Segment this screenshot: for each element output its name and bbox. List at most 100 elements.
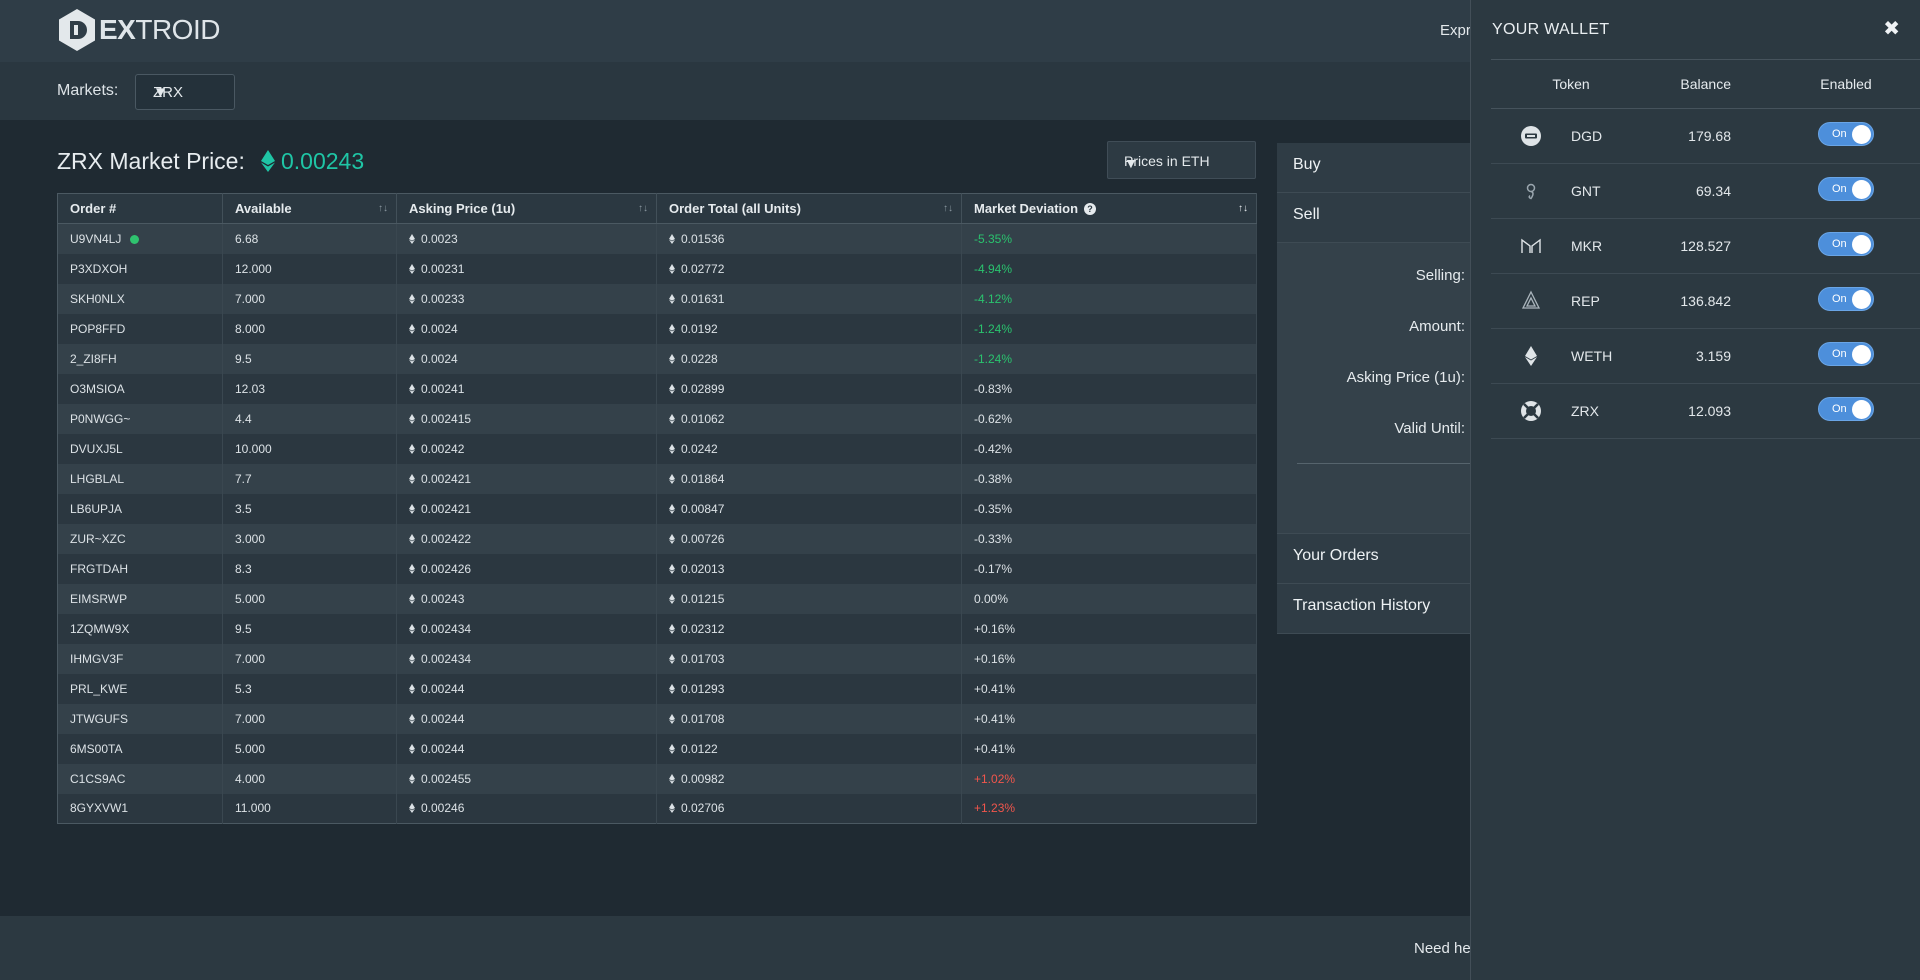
token-balance: 69.34 (1651, 163, 1731, 219)
order-total: 0.02706 (656, 793, 962, 824)
order-asking-price: 0.00243 (396, 583, 657, 614)
sort-icon[interactable]: ↑↓ (378, 203, 388, 214)
form-divider (1297, 463, 1470, 464)
token-enabled-cell: On (1731, 108, 1920, 164)
sort-icon[interactable]: ↑↓ (638, 203, 648, 214)
rep-icon (1521, 290, 1541, 309)
order-deviation: +0.41% (961, 673, 1257, 704)
eth-icon (669, 263, 675, 274)
order-deviation: -5.35% (961, 223, 1257, 254)
nav-link-explore[interactable]: Expr (1440, 22, 1471, 39)
order-id: C1CS9AC (57, 763, 223, 794)
token-enabled-toggle[interactable]: On (1818, 122, 1874, 146)
table-row[interactable]: FRGTDAH 8.3 0.002426 0.02013 -0.17% (57, 553, 1257, 584)
table-row[interactable]: C1CS9AC 4.000 0.002455 0.00982 +1.02% (57, 763, 1257, 794)
order-total: 0.00847 (656, 493, 962, 524)
sell-accordion[interactable]: Sell (1277, 193, 1470, 243)
token-balance: 179.68 (1651, 108, 1731, 164)
order-total: 0.01631 (656, 283, 962, 314)
order-id: O3MSIOA (57, 373, 223, 404)
order-id: PRL_KWE (57, 673, 223, 704)
buy-accordion[interactable]: Buy (1277, 143, 1470, 193)
help-icon[interactable]: ? (1084, 203, 1097, 215)
table-row[interactable]: DVUXJ5L 10.000 0.00242 0.0242 -0.42% (57, 433, 1257, 464)
market-price-value: 0.00243 (281, 148, 365, 174)
caret-down-icon: ▼ (1124, 155, 1138, 171)
order-total: 0.02772 (656, 253, 962, 284)
col-asking-price[interactable]: Asking Price (1u) ↑↓ (396, 193, 657, 224)
table-row[interactable]: 1ZQMW9X 9.5 0.002434 0.02312 +0.16% (57, 613, 1257, 644)
close-icon[interactable]: ✖ (1883, 18, 1900, 40)
table-row[interactable]: 8GYXVW1 11.000 0.00246 0.02706 +1.23% (57, 793, 1257, 824)
eth-icon (669, 293, 675, 304)
token-enabled-toggle[interactable]: On (1818, 397, 1874, 421)
token-enabled-toggle[interactable]: On (1818, 177, 1874, 201)
zrx-icon (1521, 400, 1541, 421)
toggle-label: On (1832, 293, 1847, 305)
order-asking-price: 0.00242 (396, 433, 657, 464)
logo-hexagon-icon (59, 9, 95, 51)
col-order-total[interactable]: Order Total (all Units) ↑↓ (656, 193, 962, 224)
order-total: 0.01703 (656, 643, 962, 674)
table-row[interactable]: JTWGUFS 7.000 0.00244 0.01708 +0.41% (57, 703, 1257, 734)
token-balance: 12.093 (1651, 383, 1731, 439)
sort-icon[interactable]: ↑↓ (943, 203, 953, 214)
asking-price-label: Asking Price (1u): (1346, 369, 1465, 386)
token-enabled-toggle[interactable]: On (1818, 287, 1874, 311)
token-enabled-toggle[interactable]: On (1818, 232, 1874, 256)
order-total: 0.0242 (656, 433, 962, 464)
eth-icon (669, 623, 675, 634)
token-enabled-toggle[interactable]: On (1818, 342, 1874, 366)
col-available[interactable]: Available ↑↓ (222, 193, 397, 224)
col-market-deviation[interactable]: Market Deviation? ↑↓ (961, 193, 1257, 224)
table-row[interactable]: IHMGV3F 7.000 0.002434 0.01703 +0.16% (57, 643, 1257, 674)
wallet-divider (1491, 59, 1920, 60)
table-row[interactable]: O3MSIOA 12.03 0.00241 0.02899 -0.83% (57, 373, 1257, 404)
table-row[interactable]: LHGBLAL 7.7 0.002421 0.01864 -0.38% (57, 463, 1257, 494)
order-id: ZUR~XZC (57, 523, 223, 554)
table-row[interactable]: EIMSRWP 5.000 0.00243 0.01215 0.00% (57, 583, 1257, 614)
price-unit-select[interactable]: Prices in ETH ▼ (1107, 141, 1256, 179)
order-asking-price: 0.002426 (396, 553, 657, 584)
brand-name: EXTROID (99, 14, 220, 45)
order-available: 7.000 (222, 283, 397, 314)
order-id: P0NWGG~ (57, 403, 223, 434)
order-available: 6.68 (222, 223, 397, 254)
order-asking-price: 0.002415 (396, 403, 657, 434)
order-id: 2_ZI8FH (57, 343, 223, 374)
your-orders-accordion[interactable]: Your Orders (1277, 534, 1470, 584)
table-row[interactable]: P3XDXOH 12.000 0.00231 0.02772 -4.94% (57, 253, 1257, 284)
order-deviation: 0.00% (961, 583, 1257, 614)
table-row[interactable]: U9VN4LJ 6.68 0.0023 0.01536 -5.35% (57, 223, 1257, 254)
table-row[interactable]: LB6UPJA 3.5 0.002421 0.00847 -0.35% (57, 493, 1257, 524)
eth-icon (409, 623, 415, 634)
table-row[interactable]: POP8FFD 8.000 0.0024 0.0192 -1.24% (57, 313, 1257, 344)
eth-icon (409, 653, 415, 664)
transaction-history-accordion[interactable]: Transaction History (1277, 584, 1470, 634)
footer: Need he (0, 916, 1471, 980)
toggle-knob (1852, 125, 1871, 144)
own-order-indicator (130, 234, 140, 244)
eth-icon (409, 503, 415, 514)
table-row[interactable]: 2_ZI8FH 9.5 0.0024 0.0228 -1.24% (57, 343, 1257, 374)
table-row[interactable]: SKH0NLX 7.000 0.00233 0.01631 -4.12% (57, 283, 1257, 314)
order-deviation: -0.42% (961, 433, 1257, 464)
toggle-label: On (1832, 348, 1847, 360)
eth-icon (261, 150, 275, 172)
table-row[interactable]: 6MS00TA 5.000 0.00244 0.0122 +0.41% (57, 733, 1257, 764)
table-row[interactable]: PRL_KWE 5.3 0.00244 0.01293 +0.41% (57, 673, 1257, 704)
order-deviation: +1.23% (961, 793, 1257, 824)
col-order-number[interactable]: Order # (57, 193, 223, 224)
market-select[interactable]: ZRX ▼ (135, 74, 235, 110)
order-id: DVUXJ5L (57, 433, 223, 464)
token-enabled-cell: On (1731, 273, 1920, 329)
table-row[interactable]: ZUR~XZC 3.000 0.002422 0.00726 -0.33% (57, 523, 1257, 554)
order-book-table: Order # Available ↑↓ Asking Price (1u) ↑↓ … (57, 193, 1257, 824)
brand-logo[interactable]: EXTROID (57, 8, 220, 52)
order-deviation: -0.33% (961, 523, 1257, 554)
order-deviation: -0.62% (961, 403, 1257, 434)
sort-desc-icon[interactable]: ↑↓ (1238, 203, 1248, 214)
order-available: 3.000 (222, 523, 397, 554)
eth-icon (409, 803, 415, 814)
table-row[interactable]: P0NWGG~ 4.4 0.002415 0.01062 -0.62% (57, 403, 1257, 434)
